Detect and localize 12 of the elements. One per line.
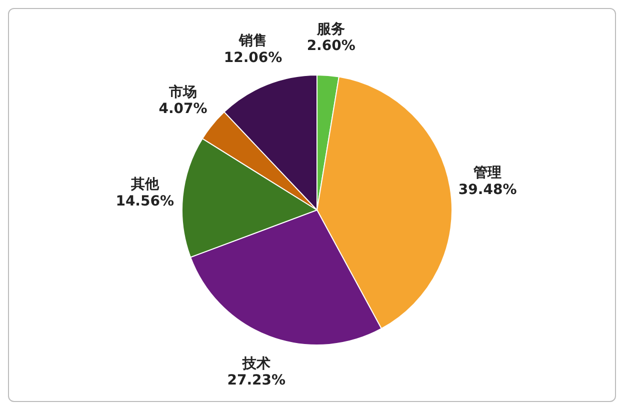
data-label: 4.07% <box>158 101 208 118</box>
slice-label: 市场 <box>168 83 198 100</box>
slice-label: 管理 <box>472 165 502 182</box>
slice-label: 服务 <box>316 21 346 38</box>
slice-label: 其他 <box>130 176 160 193</box>
data-label: 39.48% <box>458 182 517 198</box>
data-label: 2.60% <box>306 38 356 54</box>
slice-label: 销售 <box>238 33 268 50</box>
data-label: 14.56% <box>116 193 174 210</box>
data-label: 12.06% <box>224 50 282 66</box>
slice-label: 技术 <box>241 356 270 372</box>
data-label: 27.23% <box>227 372 286 389</box>
